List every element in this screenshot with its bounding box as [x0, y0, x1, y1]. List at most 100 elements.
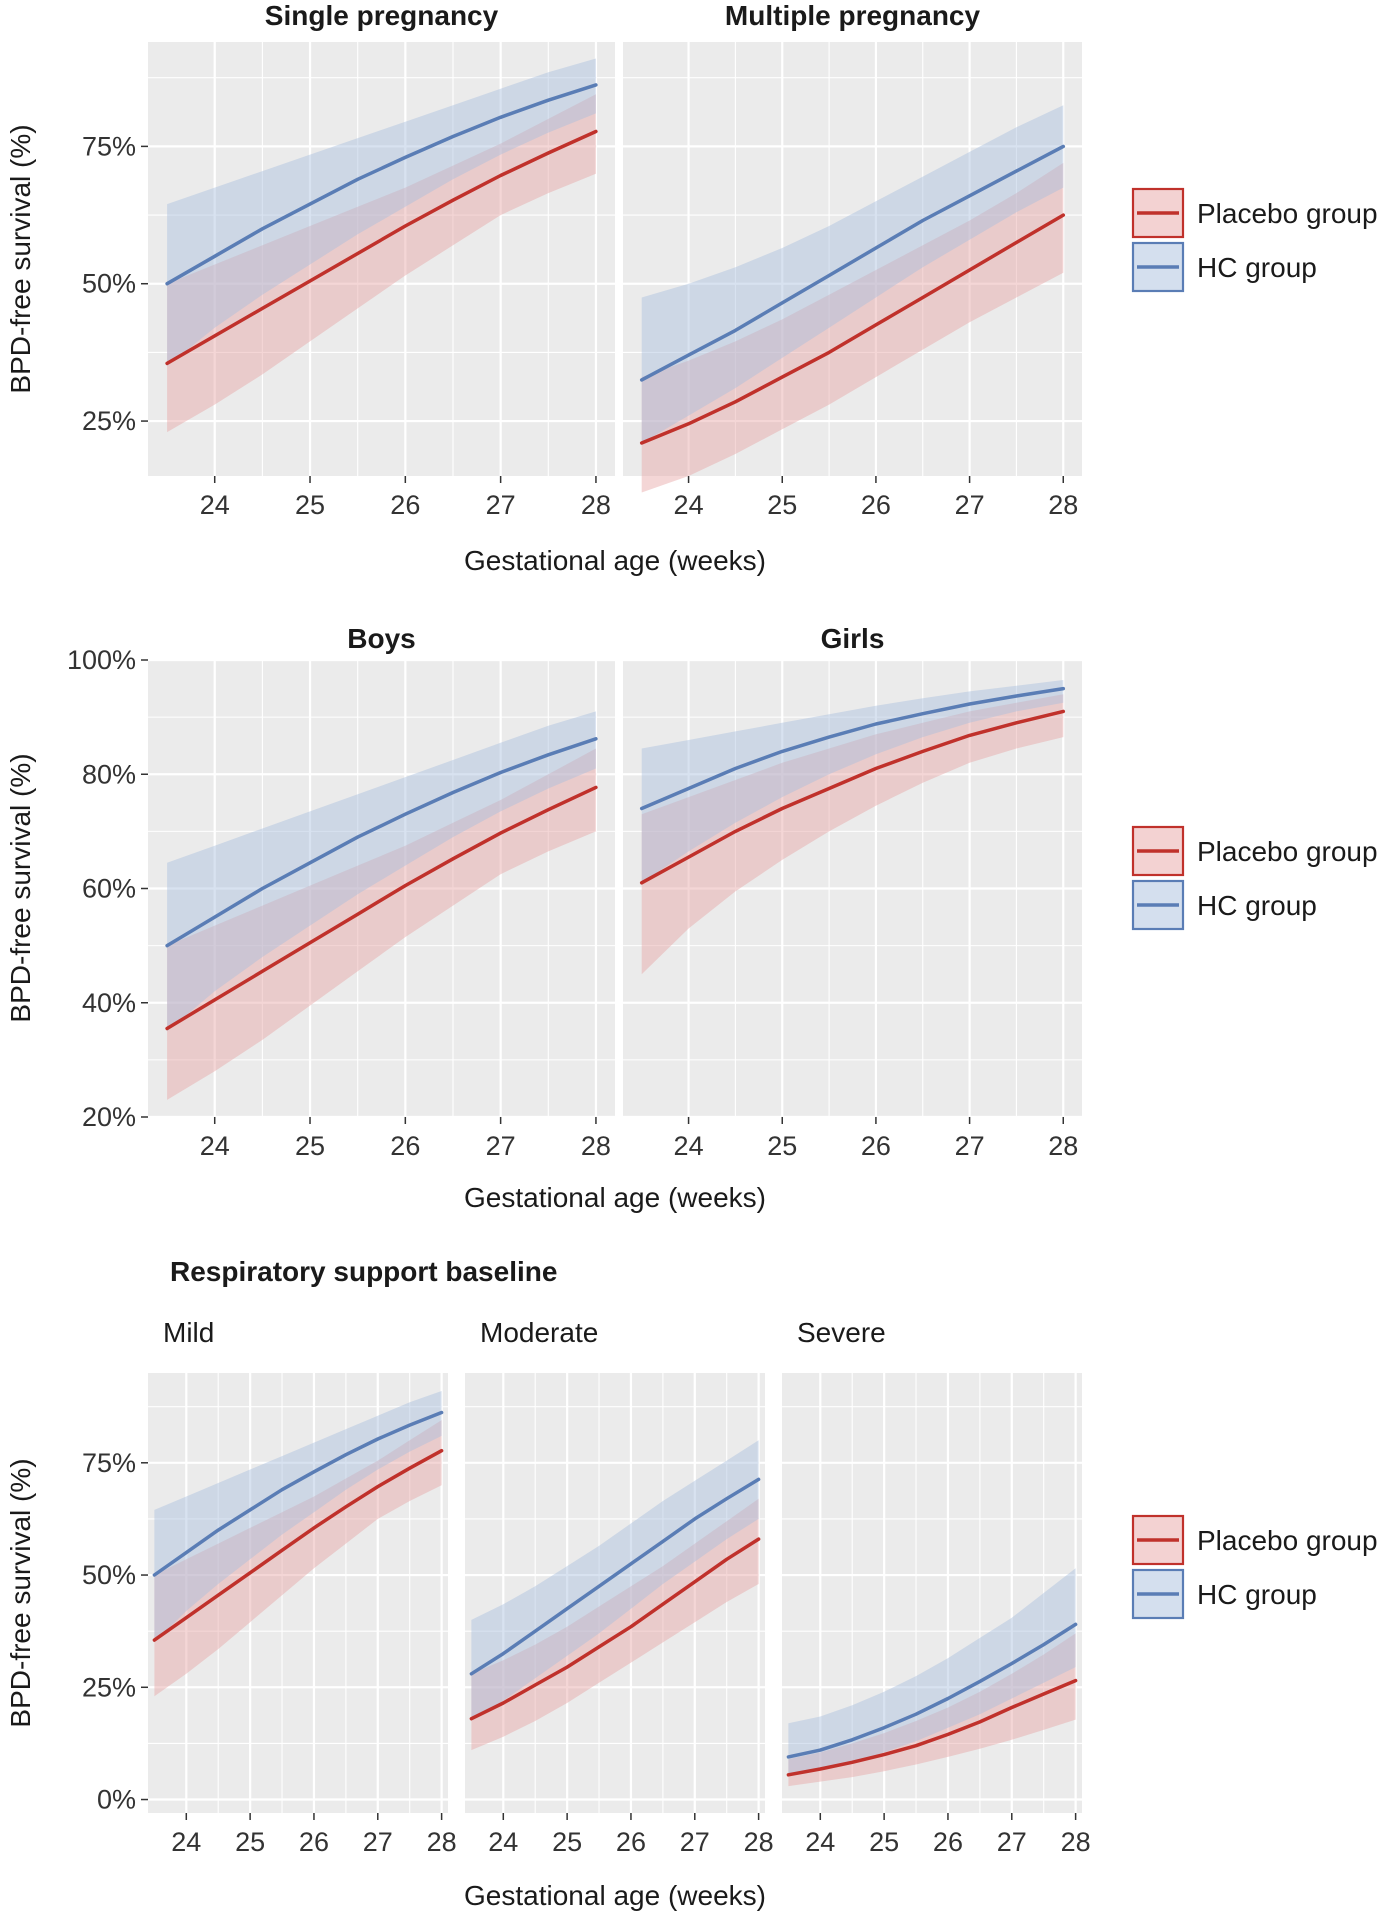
- placebo-legend-label: Placebo group: [1197, 1525, 1378, 1556]
- x-tick-label: 25: [869, 1827, 899, 1857]
- x-tick-label: 26: [861, 1131, 891, 1161]
- x-tick-label: 24: [200, 490, 230, 520]
- x-tick-label: 28: [1061, 1827, 1091, 1857]
- hc-line: [152, 1410, 444, 1577]
- placebo-line: [639, 213, 1066, 445]
- x-tick-label: 24: [805, 1827, 835, 1857]
- y-tick-label: 50%: [82, 269, 136, 299]
- x-tick-label: 25: [767, 490, 797, 520]
- x-axis-title: Gestational age (weeks): [464, 545, 766, 576]
- x-tick-label: 26: [299, 1827, 329, 1857]
- y-tick-label: 20%: [82, 1102, 136, 1132]
- plot-background: [148, 42, 615, 476]
- x-tick-label: 28: [744, 1827, 774, 1857]
- placebo-line: [786, 1678, 1078, 1777]
- x-tick-label: 28: [581, 1131, 611, 1161]
- y-axis-title: BPD-free survival (%): [5, 1458, 36, 1727]
- panel-title: Girls: [821, 623, 885, 654]
- panel-title: Multiple pregnancy: [725, 0, 981, 31]
- x-tick-label: 28: [1048, 490, 1078, 520]
- y-axis-title: BPD-free survival (%): [5, 124, 36, 393]
- hc-line: [639, 686, 1066, 811]
- x-tick-label: 27: [486, 490, 516, 520]
- x-tick-label: 25: [295, 490, 325, 520]
- x-tick-label: 26: [861, 490, 891, 520]
- y-tick-label: 75%: [82, 131, 136, 161]
- plot-background: [623, 42, 1082, 476]
- y-tick-label: 40%: [82, 988, 136, 1018]
- x-tick-label: 27: [680, 1827, 710, 1857]
- placebo-confidence-band: [167, 94, 596, 433]
- panel-single-pregnancy: 24 25 26 27 28 25% 50% 75% Single pregnancy: [82, 0, 615, 520]
- placebo-confidence-band: [471, 1498, 759, 1751]
- panel-title: Single pregnancy: [265, 0, 499, 31]
- placebo-confidence-band: [167, 748, 596, 1100]
- hc-confidence-band: [641, 105, 1064, 443]
- hc-confidence-band: [154, 1391, 442, 1643]
- panel-multiple-pregnancy: 24 25 26 27 28 Multiple pregnancy: [623, 0, 1082, 520]
- section-title: Respiratory support baseline: [170, 1256, 557, 1287]
- placebo-confidence-band: [154, 1420, 442, 1697]
- panel-boys: 24 25 26 27 28 20% 40% 60% 80% 100% Boys: [67, 623, 615, 1161]
- placebo-line: [165, 785, 598, 1031]
- legend: Placebo group HC group: [1131, 187, 1378, 293]
- placebo-line: [152, 1448, 444, 1642]
- y-tick-label: 25%: [82, 406, 136, 436]
- hc-confidence-band: [167, 58, 596, 367]
- y-axis-title: BPD-free survival (%): [5, 753, 36, 1022]
- placebo-confidence-band: [641, 162, 1064, 493]
- placebo-confidence-band: [788, 1633, 1076, 1787]
- placebo-confidence-band: [641, 694, 1064, 975]
- hc-line: [165, 737, 598, 948]
- hc-legend-label: HC group: [1197, 1579, 1317, 1610]
- hc-confidence-band: [788, 1568, 1076, 1775]
- panel-severe: 24 25 26 27 28 Severe: [782, 1317, 1091, 1857]
- x-tick-label: 24: [674, 490, 704, 520]
- x-tick-label: 24: [171, 1827, 201, 1857]
- hc-legend-label: HC group: [1197, 890, 1317, 921]
- y-tick-label: 25%: [82, 1672, 136, 1702]
- x-axis-title: Gestational age (weeks): [464, 1182, 766, 1213]
- x-tick-label: 28: [1048, 1131, 1078, 1161]
- hc-legend-label: HC group: [1197, 252, 1317, 283]
- placebo-legend-label: Placebo group: [1197, 198, 1378, 229]
- hc-confidence-band: [641, 680, 1064, 883]
- x-axis-title: Gestational age (weeks): [464, 1880, 766, 1911]
- placebo-line: [469, 1537, 761, 1721]
- x-tick-label: 27: [955, 1131, 985, 1161]
- row-3: Respiratory support baseline 24 25 26 27 28 0…: [5, 1256, 1091, 1911]
- x-tick-label: 24: [488, 1827, 518, 1857]
- row-1: 24 25 26 27 28 25% 50% 75% Single pregnancy 24 25…: [5, 0, 1082, 576]
- panel-title: Moderate: [480, 1317, 598, 1348]
- x-tick-label: 25: [552, 1827, 582, 1857]
- panel-title: Severe: [797, 1317, 886, 1348]
- x-tick-label: 25: [235, 1827, 265, 1857]
- y-tick-label: 0%: [97, 1785, 136, 1815]
- x-tick-label: 28: [581, 490, 611, 520]
- y-tick-label: 50%: [82, 1560, 136, 1590]
- hc-confidence-band: [167, 711, 596, 1032]
- panel-title: Boys: [347, 623, 415, 654]
- x-tick-label: 24: [200, 1131, 230, 1161]
- x-tick-label: 27: [997, 1827, 1027, 1857]
- hc-line: [469, 1477, 761, 1676]
- x-tick-label: 26: [616, 1827, 646, 1857]
- x-tick-label: 25: [295, 1131, 325, 1161]
- hc-line: [165, 83, 598, 286]
- y-tick-label: 100%: [67, 645, 136, 675]
- legend: Placebo group HC group: [1131, 825, 1378, 931]
- x-tick-label: 25: [767, 1131, 797, 1161]
- legend: Placebo group HC group: [1131, 1514, 1378, 1620]
- x-tick-label: 27: [955, 490, 985, 520]
- y-tick-label: 75%: [82, 1448, 136, 1478]
- x-tick-label: 26: [390, 490, 420, 520]
- hc-confidence-band: [471, 1440, 759, 1719]
- legends: Placebo group HC group Placebo group HC gro…: [1131, 187, 1378, 1620]
- placebo-line: [639, 709, 1066, 885]
- plot-background: [465, 1373, 765, 1813]
- y-tick-label: 60%: [82, 874, 136, 904]
- plot-background: [148, 1373, 448, 1813]
- hc-line: [786, 1622, 1078, 1759]
